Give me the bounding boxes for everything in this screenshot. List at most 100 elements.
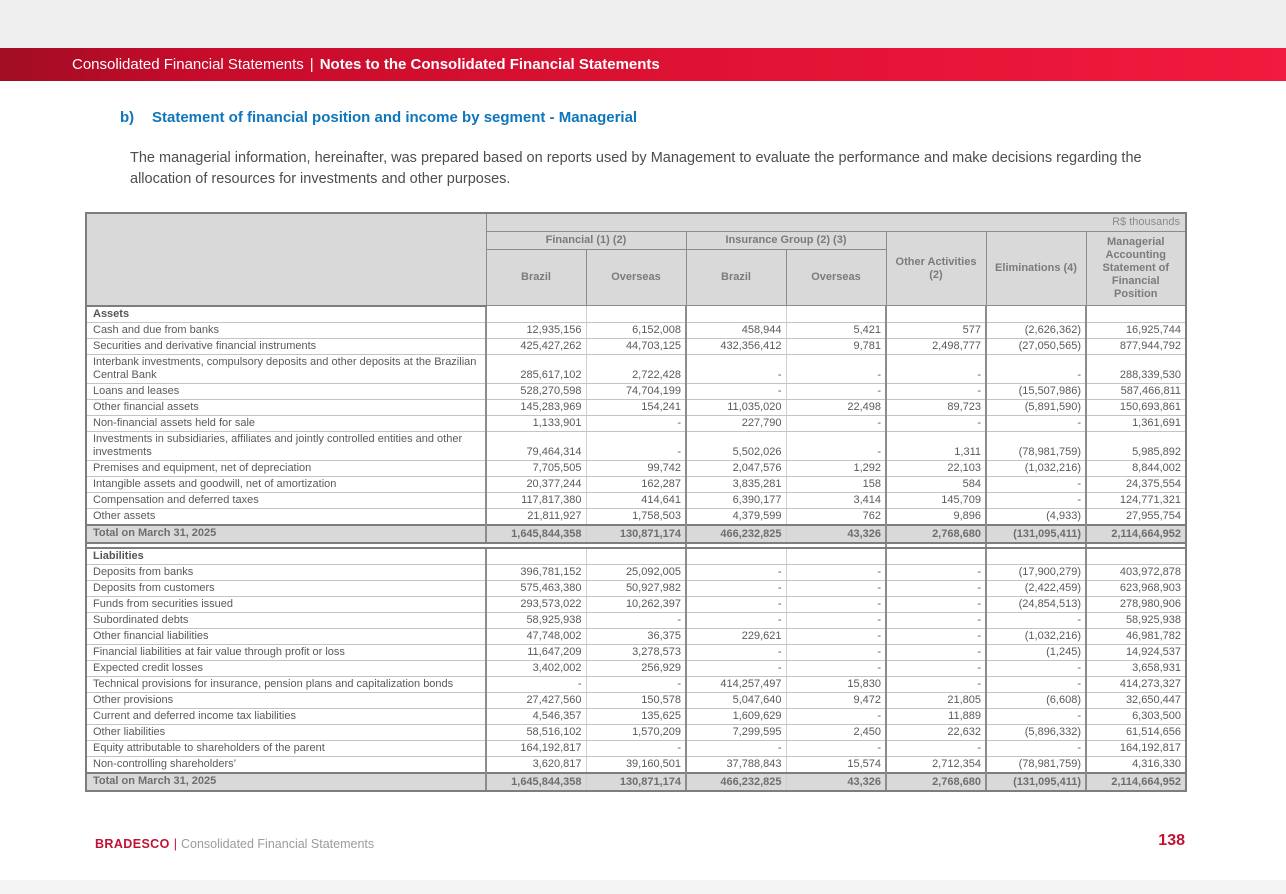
table-row: Cash and due from banks 12,935,156 6,152,0… (86, 322, 1186, 339)
cell-value: 1,570,209 (586, 724, 687, 741)
total-label: Total on March 31, 2025 (86, 771, 487, 792)
cell-value: (27,050,565) (986, 338, 1087, 355)
cell-value: 2,498,777 (886, 338, 987, 355)
cell-value: - (486, 676, 587, 693)
row-label: Investments in subsidiaries, affiliates … (86, 431, 487, 461)
cell-value: - (986, 708, 1087, 725)
empty-cell (586, 547, 687, 565)
cell-value: 158 (786, 476, 887, 493)
cell-value: - (886, 415, 987, 432)
brand-logo-text: BRADESCO (95, 837, 170, 851)
banner-breadcrumb: Consolidated Financial Statements (72, 56, 304, 73)
cell-value: 46,981,782 (1086, 628, 1186, 645)
table-row: Other financial assets 145,283,969 154,241… (86, 399, 1186, 416)
page-header-banner: Consolidated Financial Statements | Notes … (0, 48, 1286, 81)
spacer-cell (1086, 542, 1186, 549)
cell-value: 150,693,861 (1086, 399, 1186, 416)
cell-value: 1,609,629 (686, 708, 787, 725)
empty-cell (1086, 547, 1186, 565)
row-label: Funds from securities issued (86, 596, 487, 613)
cell-value: 12,935,156 (486, 322, 587, 339)
cell-value: 877,944,792 (1086, 338, 1186, 355)
cell-value: 1,758,503 (586, 508, 687, 525)
cell-value: - (986, 612, 1087, 629)
total-value: (131,095,411) (986, 771, 1087, 792)
total-value: 2,114,664,952 (1086, 771, 1186, 792)
cell-value: 124,771,321 (1086, 492, 1186, 509)
cell-value: 164,192,817 (486, 740, 587, 757)
table-row: Funds from securities issued 293,573,022 1… (86, 596, 1186, 613)
column-group-header: Insurance Group (2) (3) (685, 231, 887, 250)
cell-value: - (786, 740, 887, 757)
cell-value: 577 (886, 322, 987, 339)
total-value: 2,768,680 (886, 771, 987, 792)
total-value: 1,645,844,358 (486, 771, 587, 792)
empty-cell (986, 305, 1087, 323)
cell-value: - (686, 580, 787, 597)
cell-value: - (586, 676, 687, 693)
cell-value: 6,390,177 (686, 492, 787, 509)
cell-value: 2,712,354 (886, 756, 987, 773)
table-row: Other assets 21,811,927 1,758,503 4,379,599… (86, 508, 1186, 525)
cell-value: 16,925,744 (1086, 322, 1186, 339)
cell-value: 256,929 (586, 660, 687, 677)
row-label: Compensation and deferred taxes (86, 492, 487, 509)
unit-label-cell: R$ thousands (485, 212, 1187, 232)
total-value: 2,768,680 (886, 523, 987, 544)
cell-value: 21,805 (886, 692, 987, 709)
intro-paragraph: The managerial information, hereinafter,… (130, 150, 1142, 187)
cell-value: 10,262,397 (586, 596, 687, 613)
table-row: Deposits from banks 396,781,152 25,092,005… (86, 564, 1186, 581)
empty-cell (686, 305, 787, 323)
section-marker: b) (120, 109, 135, 126)
column-header: Managerial Accounting Statement of Finan… (1085, 231, 1187, 306)
cell-value: 1,133,901 (486, 415, 587, 432)
table-corner-cell (85, 212, 487, 307)
cell-value: 39,160,501 (586, 756, 687, 773)
cell-value: - (886, 564, 987, 581)
cell-value: 9,781 (786, 338, 887, 355)
table-row: Current and deferred income tax liabilit… (86, 708, 1186, 725)
cell-value: 3,402,002 (486, 660, 587, 677)
cell-value: 6,152,008 (586, 322, 687, 339)
row-label: Non-financial assets held for sale (86, 415, 487, 432)
cell-value: - (686, 612, 787, 629)
total-value: 43,326 (786, 523, 887, 544)
cell-value: 623,968,903 (1086, 580, 1186, 597)
cell-value: (78,981,759) (986, 431, 1087, 461)
sub-column-header: Overseas (785, 249, 887, 306)
row-label: Intangible assets and goodwill, net of a… (86, 476, 487, 493)
cell-value: 5,421 (786, 322, 887, 339)
table-row: Technical provisions for insurance, pens… (86, 676, 1186, 693)
cell-value: 22,498 (786, 399, 887, 416)
cell-value: 1,311 (886, 431, 987, 461)
cell-value: 396,781,152 (486, 564, 587, 581)
cell-value: 11,035,020 (686, 399, 787, 416)
empty-cell (886, 547, 987, 565)
cell-value: (1,032,216) (986, 460, 1087, 477)
empty-cell (486, 547, 587, 565)
cell-value: 575,463,380 (486, 580, 587, 597)
cell-value: (1,245) (986, 644, 1087, 661)
cell-value: 4,316,330 (1086, 756, 1186, 773)
cell-value: 2,722,428 (586, 354, 687, 384)
row-label: Other provisions (86, 692, 487, 709)
cell-value: 135,625 (586, 708, 687, 725)
footer-separator: | (173, 837, 177, 851)
section-header-row: Liabilities (86, 547, 1186, 565)
cell-value: - (886, 596, 987, 613)
cell-value: - (886, 628, 987, 645)
cell-value: - (886, 676, 987, 693)
cell-value: 117,817,380 (486, 492, 587, 509)
cell-value: - (986, 660, 1087, 677)
cell-value: 164,192,817 (1086, 740, 1186, 757)
cell-value: (2,626,362) (986, 322, 1087, 339)
row-label: Expected credit losses (86, 660, 487, 677)
spacer-cell (986, 542, 1087, 549)
sub-column-header: Overseas (585, 249, 687, 306)
cell-value: - (986, 740, 1087, 757)
table-row: Loans and leases 528,270,598 74,704,199- - -… (86, 383, 1186, 400)
spacer-cell (586, 542, 687, 549)
cell-value: - (986, 476, 1087, 493)
spacer-cell (686, 542, 786, 549)
